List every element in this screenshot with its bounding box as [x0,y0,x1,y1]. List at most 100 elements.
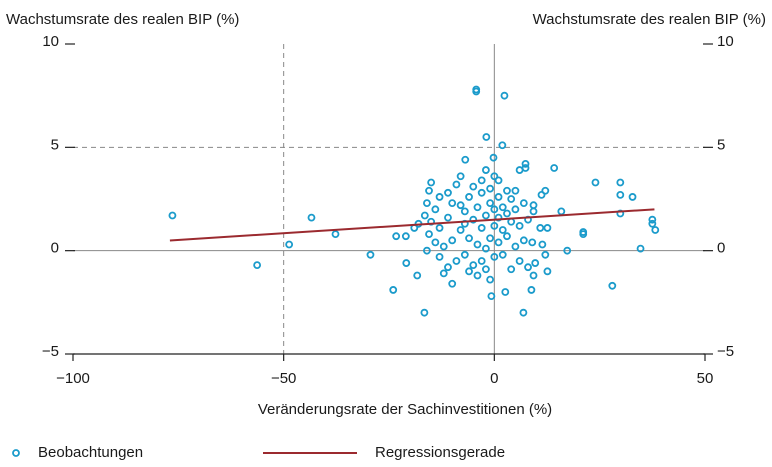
point [503,232,511,241]
point [511,186,520,195]
point [616,178,625,187]
point [498,203,507,212]
point [413,271,422,280]
point [628,193,637,201]
point [498,250,507,259]
point [469,182,478,191]
point [519,199,528,208]
y2-tick-label: −5 [717,343,734,360]
point [456,201,465,210]
y-tick-label: 0 [51,240,59,257]
y-tick-label: 5 [51,136,59,153]
point [557,207,566,216]
y-tick-label: 10 [42,33,59,50]
point [389,286,398,294]
point [511,242,520,251]
point [490,205,499,214]
point [469,215,478,224]
point [456,226,465,234]
x-tick-label: 0 [490,370,498,387]
point [420,308,429,317]
point [366,250,375,259]
point [490,221,499,230]
point [402,259,411,267]
point [486,184,495,193]
point [307,213,316,222]
point [477,188,486,197]
point [439,269,448,278]
point [515,257,524,265]
point [477,176,486,185]
point [529,201,538,210]
point [435,224,444,232]
point [494,213,503,222]
y-tick-label: −5 [42,343,59,360]
point [482,133,491,141]
point [473,271,482,280]
point [648,219,657,228]
point [616,190,625,199]
point [425,186,433,195]
point [460,250,469,259]
point [465,193,473,201]
point [579,228,588,236]
point [465,234,473,243]
point [494,193,503,201]
point [448,199,457,208]
point [423,199,431,208]
point [507,265,516,274]
point [608,281,617,290]
regression-line [169,208,655,242]
point [448,236,457,245]
legend-label: Beobachtungen [38,444,143,461]
point [537,190,546,199]
point [494,176,503,185]
point [461,155,470,164]
point [536,224,545,232]
point [616,209,625,218]
point [501,288,510,296]
point [439,242,448,251]
point [529,271,538,280]
point [541,186,550,195]
point [490,252,499,261]
point [482,265,490,274]
point [452,257,461,265]
point [460,207,469,216]
point [487,292,496,301]
point [427,178,436,187]
point [425,230,433,239]
point [477,224,486,232]
point [427,217,436,226]
y-axis-label: Wachstumsrate des realen BIP (%) [6,11,239,28]
point [465,267,473,276]
y2-tick-label: 10 [717,33,734,50]
point [528,238,537,247]
point [636,244,645,253]
legend-label: Regressionsgerade [375,444,505,461]
x-tick-label: −100 [56,370,90,387]
point [527,286,536,294]
point [511,205,520,214]
point [543,224,552,232]
point [444,263,452,272]
point [486,199,495,208]
point [591,178,600,187]
point [420,211,429,220]
point [531,259,540,267]
point [435,193,444,201]
legend-marker [12,449,20,457]
point [473,203,482,212]
point [489,153,498,162]
point [168,211,177,220]
point [473,240,482,249]
point [482,244,490,253]
point [521,159,530,168]
x-tick-label: −50 [271,370,296,387]
point [651,226,660,234]
point [515,166,524,174]
point [285,240,294,249]
point [482,166,490,174]
point [519,236,528,245]
point [524,263,532,272]
